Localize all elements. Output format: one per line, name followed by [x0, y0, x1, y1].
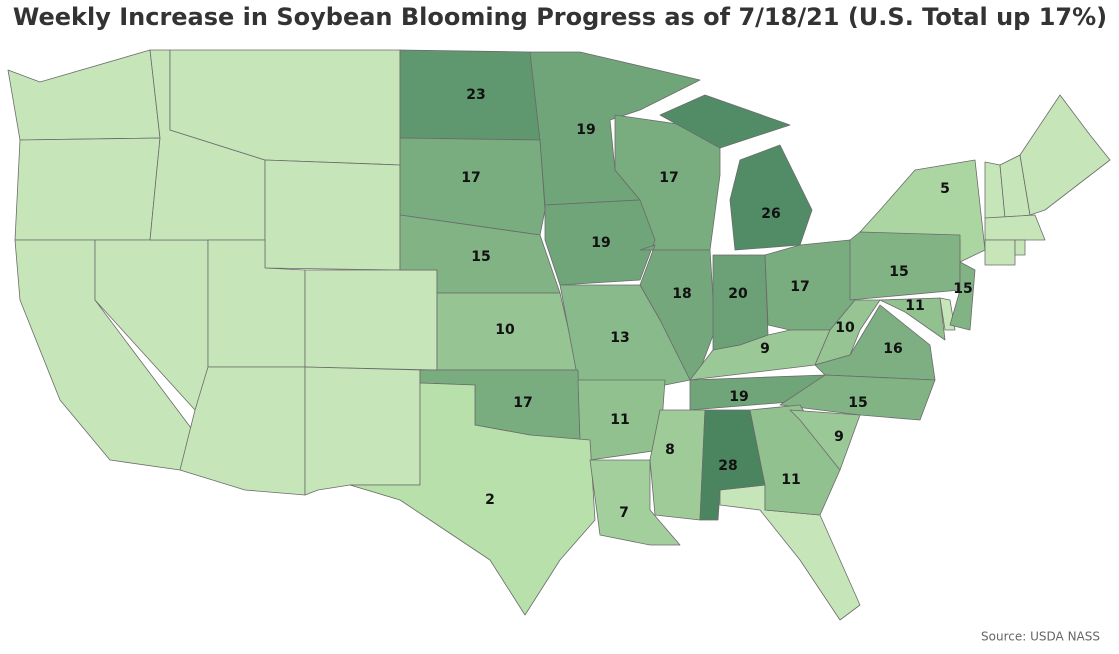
state — [749, 404, 841, 516]
state-labels: 23 17 19 17 26 5 15 19 18 20 17 15 15 10 13 9 10 11 16 17 11… — [461, 87, 972, 521]
state-no-data — [304, 366, 421, 496]
state — [349, 382, 596, 616]
state-no-data — [264, 159, 401, 271]
state-value-label: 19 — [591, 235, 610, 251]
state — [779, 374, 936, 421]
state-value-label: 9 — [834, 429, 844, 445]
state — [789, 409, 861, 471]
state — [689, 329, 831, 381]
state-no-data — [984, 214, 1046, 241]
state-value-label: 17 — [790, 279, 809, 295]
state-no-data — [7, 49, 161, 141]
state — [659, 94, 791, 149]
state-no-data — [14, 137, 161, 241]
state — [712, 254, 769, 351]
state — [879, 297, 946, 341]
state-value-label: 23 — [466, 87, 485, 103]
state-value-label: 19 — [576, 122, 595, 138]
state-value-label: 10 — [495, 322, 515, 338]
state-value-label: 15 — [471, 249, 490, 265]
state-value-label: 10 — [835, 320, 855, 336]
state-value-label: 15 — [953, 281, 972, 297]
state-value-label: 17 — [513, 395, 532, 411]
state-no-data — [1019, 94, 1111, 216]
state — [729, 144, 813, 251]
state — [649, 409, 706, 521]
state-value-label: 26 — [761, 206, 780, 222]
state-value-label: 19 — [729, 389, 748, 405]
state — [949, 261, 976, 331]
state-value-label: 13 — [610, 330, 629, 346]
states — [7, 49, 1111, 621]
state — [589, 459, 681, 546]
state-value-label: 7 — [619, 505, 629, 521]
state-no-data — [304, 269, 438, 371]
state-value-label: 11 — [781, 472, 800, 488]
state-value-label: 17 — [461, 170, 480, 186]
state-value-label: 5 — [940, 181, 950, 197]
state-no-data — [1014, 239, 1026, 256]
state-value-label: 9 — [760, 341, 770, 357]
state — [577, 379, 666, 461]
source: Source: USDA NASS — [981, 630, 1100, 644]
state-value-label: 17 — [659, 170, 678, 186]
state-value-label: 20 — [728, 286, 748, 302]
state-value-label: 2 — [485, 492, 495, 508]
state-value-label: 16 — [883, 341, 902, 357]
state-value-label: 15 — [848, 395, 867, 411]
state-value-label: 8 — [665, 442, 675, 458]
state-no-data — [984, 239, 1016, 266]
map-title: Weekly Increase in Soybean Blooming Prog… — [13, 3, 1107, 31]
state — [544, 199, 656, 286]
state-value-label: 28 — [718, 458, 737, 474]
state — [529, 51, 701, 206]
state-value-label: 18 — [672, 286, 691, 302]
state-value-label: 11 — [610, 412, 629, 428]
state-value-label: 11 — [905, 298, 924, 314]
state-value-label: 15 — [889, 264, 908, 280]
state — [399, 137, 546, 236]
